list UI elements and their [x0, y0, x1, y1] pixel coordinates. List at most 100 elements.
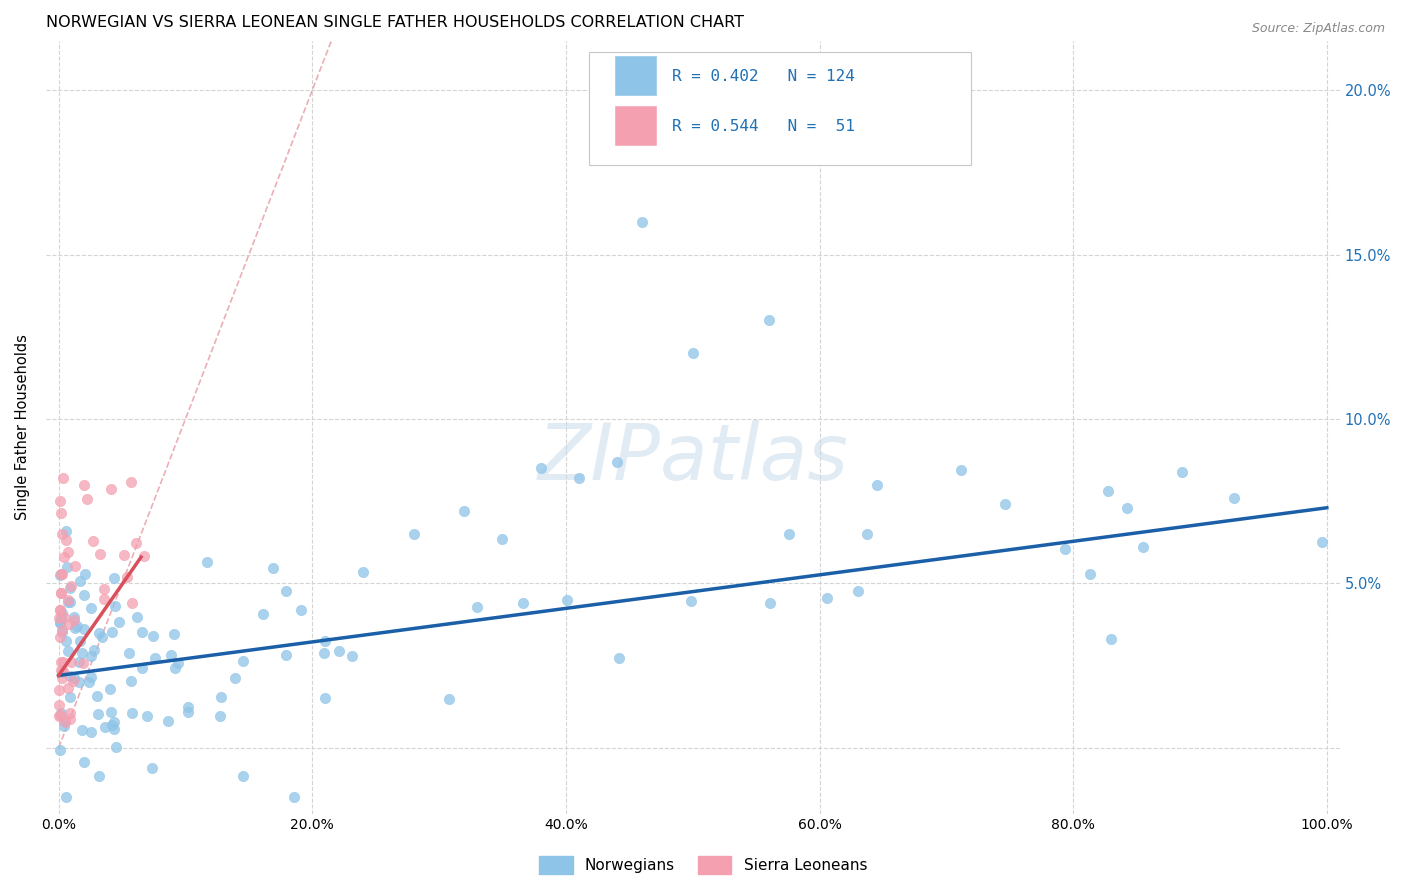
Point	[59, 690, 82, 704]
Point	[53, 719, 76, 733]
Point	[91, 630, 114, 644]
Point	[62, 671, 84, 685]
Point	[232, 769, 254, 783]
Point	[49, 586, 72, 600]
Point	[176, 705, 198, 719]
Point	[52, 655, 75, 669]
Point	[65, 621, 87, 635]
Point	[856, 527, 879, 541]
Point	[1099, 632, 1122, 646]
Point	[1097, 484, 1119, 499]
Point	[73, 755, 96, 769]
Point	[402, 527, 425, 541]
Point	[132, 549, 155, 563]
Point	[165, 661, 187, 675]
Point	[105, 740, 128, 755]
Point	[93, 582, 115, 597]
Point	[52, 664, 75, 678]
FancyBboxPatch shape	[616, 56, 657, 96]
Point	[865, 478, 887, 492]
Text: ZIPatlas: ZIPatlas	[537, 420, 848, 496]
Point	[312, 647, 335, 661]
Point	[73, 588, 96, 602]
Point	[67, 675, 90, 690]
Point	[121, 596, 143, 610]
Point	[141, 761, 163, 775]
Point	[262, 561, 284, 575]
Point	[49, 603, 72, 617]
Point	[568, 471, 591, 485]
Point	[491, 533, 513, 547]
Point	[778, 526, 800, 541]
Point	[1132, 540, 1154, 554]
Point	[51, 706, 73, 720]
Point	[51, 665, 73, 679]
Point	[55, 524, 77, 538]
Point	[80, 670, 103, 684]
Text: R = 0.544   N =  51: R = 0.544 N = 51	[672, 119, 855, 134]
Point	[290, 603, 312, 617]
Point	[1116, 500, 1139, 515]
Point	[49, 566, 72, 581]
Point	[70, 646, 93, 660]
Point	[63, 558, 86, 573]
Point	[69, 634, 91, 648]
Point	[1078, 567, 1101, 582]
Point	[131, 625, 153, 640]
Point	[276, 584, 298, 599]
Point	[55, 533, 77, 548]
Point	[529, 461, 551, 475]
Point	[70, 723, 93, 737]
Point	[49, 707, 72, 722]
Point	[59, 669, 82, 683]
Point	[51, 606, 73, 620]
Point	[136, 708, 159, 723]
Point	[49, 603, 72, 617]
Point	[51, 527, 73, 541]
Point	[48, 611, 70, 625]
Point	[121, 706, 143, 720]
Point	[125, 610, 148, 624]
Point	[1171, 465, 1194, 479]
Point	[52, 471, 75, 485]
Point	[53, 714, 76, 729]
Point	[76, 492, 98, 507]
Point	[609, 650, 631, 665]
Point	[118, 646, 141, 660]
Text: NORWEGIAN VS SIERRA LEONEAN SINGLE FATHER HOUSEHOLDS CORRELATION CHART: NORWEGIAN VS SIERRA LEONEAN SINGLE FATHE…	[46, 15, 744, 30]
Point	[59, 712, 82, 726]
Point	[56, 681, 79, 695]
Point	[208, 709, 231, 723]
Point	[62, 610, 84, 624]
Point	[48, 698, 70, 713]
Point	[682, 346, 704, 360]
Point	[103, 571, 125, 585]
Point	[51, 655, 73, 669]
Point	[53, 610, 76, 624]
Point	[993, 497, 1015, 511]
Point	[58, 593, 80, 607]
Point	[131, 661, 153, 675]
Point	[112, 548, 135, 562]
Legend: Norwegians, Sierra Leoneans: Norwegians, Sierra Leoneans	[533, 850, 873, 880]
Point	[283, 790, 305, 805]
Point	[465, 599, 488, 614]
Point	[949, 463, 972, 477]
Point	[101, 625, 124, 640]
Point	[176, 699, 198, 714]
Point	[143, 650, 166, 665]
Point	[59, 595, 82, 609]
Point	[163, 627, 186, 641]
Point	[80, 601, 103, 615]
Point	[758, 313, 780, 327]
Point	[103, 723, 125, 737]
Point	[681, 594, 703, 608]
Point	[759, 596, 782, 610]
Point	[67, 655, 90, 669]
Point	[160, 648, 183, 662]
Point	[82, 534, 104, 549]
Point	[80, 648, 103, 663]
Point	[51, 624, 73, 639]
Point	[49, 615, 72, 630]
Point	[120, 674, 142, 689]
